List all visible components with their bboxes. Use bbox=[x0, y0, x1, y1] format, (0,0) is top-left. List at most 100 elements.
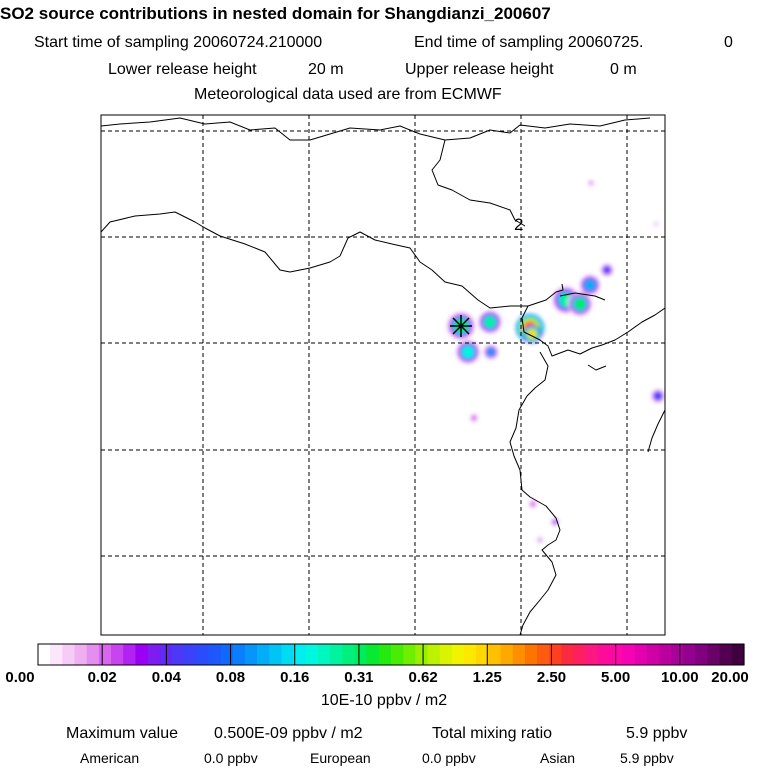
colorbar-cell bbox=[366, 644, 380, 665]
border-line bbox=[101, 117, 651, 141]
border-line bbox=[555, 283, 564, 293]
colorbar-cell bbox=[38, 644, 51, 665]
plot-title: SO2 source contributions in nested domai… bbox=[0, 4, 551, 23]
end-time-label: End time of sampling 20060725. bbox=[414, 34, 644, 51]
grid-lines bbox=[101, 115, 665, 635]
colorbar-cell bbox=[464, 644, 477, 665]
plume-cell bbox=[653, 391, 663, 401]
colorbar-cell bbox=[488, 644, 502, 665]
plume-cell bbox=[470, 414, 478, 422]
colorbar-cell bbox=[512, 644, 526, 665]
colorbar-cell bbox=[74, 644, 88, 665]
upper-release-label: Upper release height bbox=[405, 61, 554, 78]
lower-release-label: Lower release height bbox=[108, 61, 257, 78]
plume-cell bbox=[574, 298, 586, 310]
colorbar-cell bbox=[403, 644, 416, 665]
colorbar-tick-label: 2.50 bbox=[536, 669, 567, 686]
met-data-label: Meteorological data used are from ECMWF bbox=[194, 86, 502, 103]
colorbar-cell bbox=[281, 644, 295, 665]
contrib-name: American bbox=[80, 750, 140, 766]
colorbar-tick-label: 1.25 bbox=[472, 669, 502, 686]
plume-cell bbox=[486, 347, 496, 357]
max-value-label: Maximum value bbox=[66, 725, 179, 742]
border-line bbox=[559, 292, 606, 301]
lower-release-value: 20 m bbox=[308, 61, 344, 78]
colorbar-cell bbox=[597, 644, 611, 665]
colorbar-cell bbox=[196, 644, 210, 665]
colorbar-cell bbox=[427, 644, 441, 665]
colorbar-cell bbox=[305, 644, 319, 665]
colorbar-cell bbox=[561, 644, 575, 665]
contrib-value: 0.0 ppbv bbox=[204, 750, 258, 766]
colorbar-cell bbox=[524, 644, 538, 665]
plume-cell bbox=[552, 519, 558, 525]
colorbar bbox=[38, 644, 745, 665]
plume-cell bbox=[462, 346, 474, 358]
map-frame bbox=[100, 114, 666, 636]
colorbar-cell bbox=[232, 644, 246, 665]
total-mixing-label: Total mixing ratio bbox=[432, 725, 553, 742]
colorbar-cell bbox=[695, 644, 709, 665]
plume-cell bbox=[584, 279, 596, 291]
colorbar-cell bbox=[622, 644, 636, 665]
colorbar-cell bbox=[439, 644, 453, 665]
colorbar-tick-label: 5.00 bbox=[601, 669, 631, 686]
colorbar-cell bbox=[330, 644, 343, 665]
border-line bbox=[101, 211, 557, 309]
colorbar-cell bbox=[500, 644, 514, 665]
colorbar-cell bbox=[391, 644, 404, 665]
max-value: 0.500E-09 ppbv / m2 bbox=[214, 725, 363, 742]
plume-cell bbox=[602, 265, 612, 275]
colorbar-cell bbox=[731, 644, 745, 665]
total-mixing-value: 5.9 ppbv bbox=[626, 725, 688, 742]
colorbar-cell bbox=[707, 644, 721, 665]
plume-cell bbox=[654, 222, 658, 226]
coastlines bbox=[101, 117, 665, 635]
colorbar-cell bbox=[62, 644, 76, 665]
colorbar-cell bbox=[147, 644, 161, 665]
colorbar-cell bbox=[86, 644, 100, 665]
colorbar-cell bbox=[451, 644, 465, 665]
colorbar-cell bbox=[244, 644, 258, 665]
border-line bbox=[431, 139, 526, 227]
colorbar-cell bbox=[50, 644, 63, 665]
colorbar-tick-label: 0.04 bbox=[151, 669, 181, 686]
border-line bbox=[647, 409, 665, 453]
contrib-name: European bbox=[310, 750, 371, 766]
colorbar-cell bbox=[342, 644, 356, 665]
colorbar-cell bbox=[670, 644, 684, 665]
start-time-label: Start time of sampling 20060724.210000 bbox=[34, 34, 323, 51]
contrib-value: 5.9 ppbv bbox=[620, 750, 674, 766]
plume-cell bbox=[484, 316, 496, 328]
contrib-name: Asian bbox=[540, 750, 576, 766]
colorbar-cell bbox=[184, 644, 197, 665]
plume-cell bbox=[588, 180, 594, 186]
colorbar-cell bbox=[415, 644, 429, 665]
colorbar-tick-label: 0.08 bbox=[215, 669, 246, 686]
colorbar-cell bbox=[208, 644, 222, 665]
colorbar-tick-label: 10.00 bbox=[661, 669, 699, 686]
plume-cell bbox=[527, 329, 537, 339]
colorbar-cell bbox=[123, 644, 136, 665]
concentration-field bbox=[447, 178, 665, 545]
colorbar-cell bbox=[658, 644, 672, 665]
upper-release-value: 0 m bbox=[610, 61, 637, 78]
colorbar-cell bbox=[646, 644, 660, 665]
colorbar-tick-label: 0.16 bbox=[280, 669, 310, 686]
colorbar-cell bbox=[634, 644, 648, 665]
border-line bbox=[521, 305, 665, 357]
contrib-value: 0.0 ppbv bbox=[422, 750, 476, 766]
colorbar-cell bbox=[549, 644, 563, 665]
colorbar-cell bbox=[98, 644, 112, 665]
border-line bbox=[509, 351, 561, 635]
receptor-site-marker bbox=[450, 315, 472, 337]
contour-label: 2 bbox=[514, 215, 523, 234]
colorbar-cell bbox=[220, 644, 234, 665]
colorbar-cell bbox=[537, 644, 550, 665]
end-time-value: 0 bbox=[724, 34, 733, 51]
colorbar-tick-label: 0.62 bbox=[408, 669, 438, 686]
plume-cell bbox=[537, 537, 543, 543]
colorbar-cell bbox=[378, 644, 392, 665]
colorbar-cell bbox=[354, 644, 368, 665]
